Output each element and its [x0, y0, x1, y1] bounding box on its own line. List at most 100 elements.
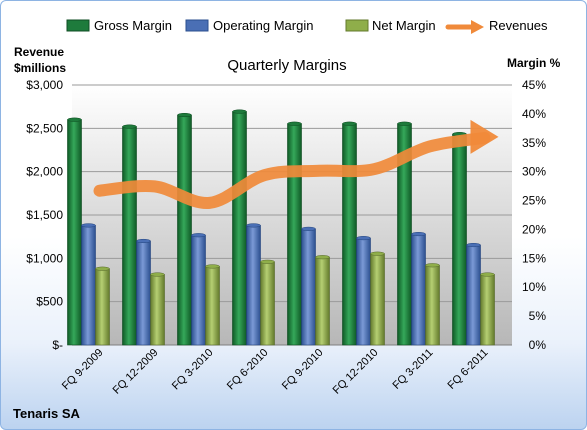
bar-body: [177, 114, 192, 346]
y-right-tick-label: 40%: [522, 107, 546, 121]
bar-cap: [67, 117, 82, 122]
bar-cap: [232, 109, 247, 114]
bar-body: [370, 253, 385, 346]
legend-swatch-net: [345, 19, 369, 32]
bar-cap: [136, 238, 151, 244]
bar-cap: [356, 236, 371, 241]
bar-body: [301, 228, 316, 346]
y-left-axis: $- $500 $1,000 $1,500 $2,000 $2,500 $3,000: [26, 78, 63, 352]
y-right-tick-label: 45%: [522, 78, 546, 92]
y-right-tick-label: 5%: [529, 309, 547, 323]
x-tick-label: FQ 12-2009: [111, 347, 161, 397]
legend-label-gross: Gross Margin: [94, 18, 172, 33]
y-right-tick-label: 20%: [522, 222, 546, 236]
bar-gross-margin: [452, 132, 467, 346]
bar-body: [150, 274, 165, 346]
bar-cap: [287, 121, 302, 126]
revenue-line: [93, 131, 491, 209]
bar-net-margin: [150, 272, 165, 346]
x-axis: FQ 9-2009 FQ 12-2009 FQ 3-2010 FQ 6-2010 FQ …: [60, 347, 491, 397]
x-tick-label: FQ 3-2010: [170, 347, 216, 393]
bar-net-margin: [260, 259, 275, 346]
bar-body: [356, 237, 371, 346]
y-left-title-line1: Revenue: [14, 45, 64, 59]
legend: Gross Margin Operating Margin Net Margin…: [66, 18, 548, 34]
bar-cap: [301, 226, 316, 231]
bar-body: [315, 256, 330, 346]
y-right-title: Margin %: [507, 56, 561, 70]
bar-cap: [205, 264, 220, 269]
y-left-tick-label: $1,500: [26, 208, 63, 222]
bar-operating-margin: [246, 223, 261, 346]
bars: [67, 109, 495, 346]
legend-swatch-operating: [185, 19, 209, 32]
y-left-tick-label: $2,000: [26, 165, 63, 179]
bar-body: [232, 111, 247, 346]
bar-cap: [150, 272, 165, 277]
bar-body: [425, 264, 440, 346]
bar-operating-margin: [81, 223, 96, 346]
bar-body: [81, 225, 96, 346]
y-right-tick-label: 25%: [522, 194, 546, 208]
bar-cap: [342, 121, 357, 126]
legend-label-net: Net Margin: [372, 18, 436, 33]
bar-body: [480, 274, 495, 346]
bar-gross-margin: [122, 124, 137, 346]
bar-body: [287, 123, 302, 346]
bar-operating-margin: [411, 232, 426, 346]
bar-body: [260, 261, 275, 346]
bar-cap: [191, 233, 206, 238]
x-tick-label: FQ 9-2009: [60, 347, 106, 393]
bar-net-margin: [95, 266, 110, 346]
bar-cap: [246, 223, 261, 228]
y-right-tick-label: 15%: [522, 251, 546, 265]
chart-title: Quarterly Margins: [227, 57, 346, 74]
x-tick-label: FQ 9-2010: [280, 347, 326, 393]
x-tick-label: FQ 6-2011: [446, 347, 491, 392]
bar-body: [95, 268, 110, 346]
bar-cap: [397, 121, 412, 126]
bar-cap: [260, 259, 275, 264]
bar-cap: [81, 223, 96, 228]
bar-cap: [480, 272, 495, 277]
bar-body: [411, 233, 426, 346]
x-tick-label: FQ 12-2010: [331, 347, 381, 397]
bar-body: [342, 123, 357, 346]
bar-net-margin: [370, 251, 385, 346]
y-right-axis: 0% 5% 10% 15% 20% 25% 30% 35% 40% 45%: [522, 78, 546, 352]
bar-net-margin: [425, 263, 440, 346]
y-left-tick-label: $-: [52, 338, 63, 352]
revenue-series: [93, 119, 499, 209]
bar-net-margin: [315, 255, 330, 346]
bar-operating-margin: [356, 236, 371, 346]
x-tick-label: FQ 3-2011: [391, 347, 436, 392]
bar-cap: [122, 124, 137, 129]
bar-body: [205, 266, 220, 346]
bar-cap: [425, 263, 440, 268]
legend-label-revenues: Revenues: [489, 18, 548, 33]
bar-net-margin: [205, 264, 220, 346]
bar-body: [136, 240, 151, 346]
bar-cap: [95, 266, 110, 271]
y-right-tick-label: 30%: [522, 165, 546, 179]
bar-body: [191, 234, 206, 346]
y-right-tick-label: 35%: [522, 136, 546, 150]
y-right-tick-label: 10%: [522, 280, 546, 294]
bar-gross-margin: [232, 109, 247, 346]
bar-gross-margin: [342, 121, 357, 346]
x-tick-label: FQ 6-2010: [225, 347, 271, 393]
bar-body: [122, 126, 137, 346]
bar-cap: [177, 112, 192, 118]
legend-swatch-gross: [66, 19, 90, 32]
bar-cap: [315, 255, 330, 260]
bar-body: [67, 119, 82, 346]
legend-label-operating: Operating Margin: [213, 18, 313, 33]
bar-body: [466, 244, 481, 346]
bar-cap: [411, 232, 426, 237]
bar-gross-margin: [177, 112, 192, 346]
y-left-tick-label: $2,500: [26, 121, 63, 135]
bar-operating-margin: [136, 238, 151, 346]
bar-body: [246, 225, 261, 346]
